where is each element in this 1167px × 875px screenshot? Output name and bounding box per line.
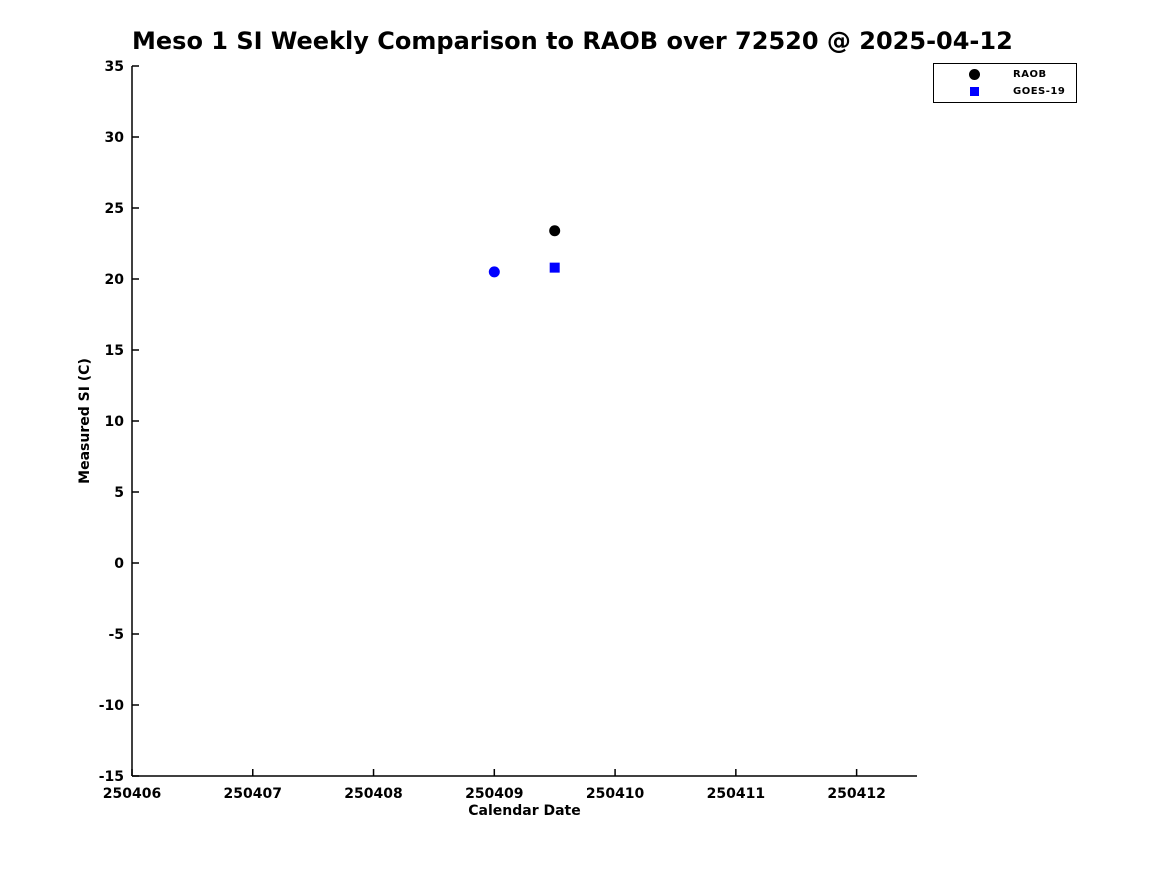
y-tick-label: 15	[105, 343, 124, 359]
y-tick-label: 10	[105, 414, 125, 430]
y-tick-label: 5	[114, 485, 124, 501]
legend-label-raob: RAOB	[1013, 69, 1047, 80]
legend-label-goes19: GOES-19	[1013, 86, 1066, 97]
x-tick-label: 250410	[586, 786, 645, 802]
data-point-raob-circle	[549, 225, 561, 237]
x-tick-label: 250412	[827, 786, 885, 802]
x-tick-label: 250408	[344, 786, 402, 802]
y-tick-label: 35	[105, 59, 124, 75]
legend: RAOB GOES-19	[933, 63, 1077, 103]
y-tick-label: -10	[99, 698, 125, 714]
y-tick-label: 25	[105, 201, 124, 217]
x-tick-label: 250411	[707, 786, 765, 802]
x-axis-label: Calendar Date	[468, 803, 581, 819]
raob-circle-marker-icon	[968, 69, 980, 80]
x-tick-label: 250407	[224, 786, 282, 802]
goes19-square-marker-icon	[969, 87, 979, 96]
data-point-goes-19-square	[549, 262, 560, 273]
y-tick-label: -15	[99, 769, 124, 785]
legend-item-raob: RAOB	[934, 66, 1076, 83]
x-tick-label: 250409	[465, 786, 523, 802]
y-tick-label: -5	[108, 627, 124, 643]
chart-title: Meso 1 SI Weekly Comparison to RAOB over…	[132, 27, 1013, 55]
y-tick-label: 0	[114, 556, 124, 572]
data-point-goes-19-circle	[488, 266, 500, 278]
y-tick-label: 30	[105, 130, 125, 146]
x-tick-label: 250406	[103, 786, 161, 802]
y-tick-label: 20	[105, 272, 125, 288]
legend-item-goes19: GOES-19	[934, 83, 1076, 100]
